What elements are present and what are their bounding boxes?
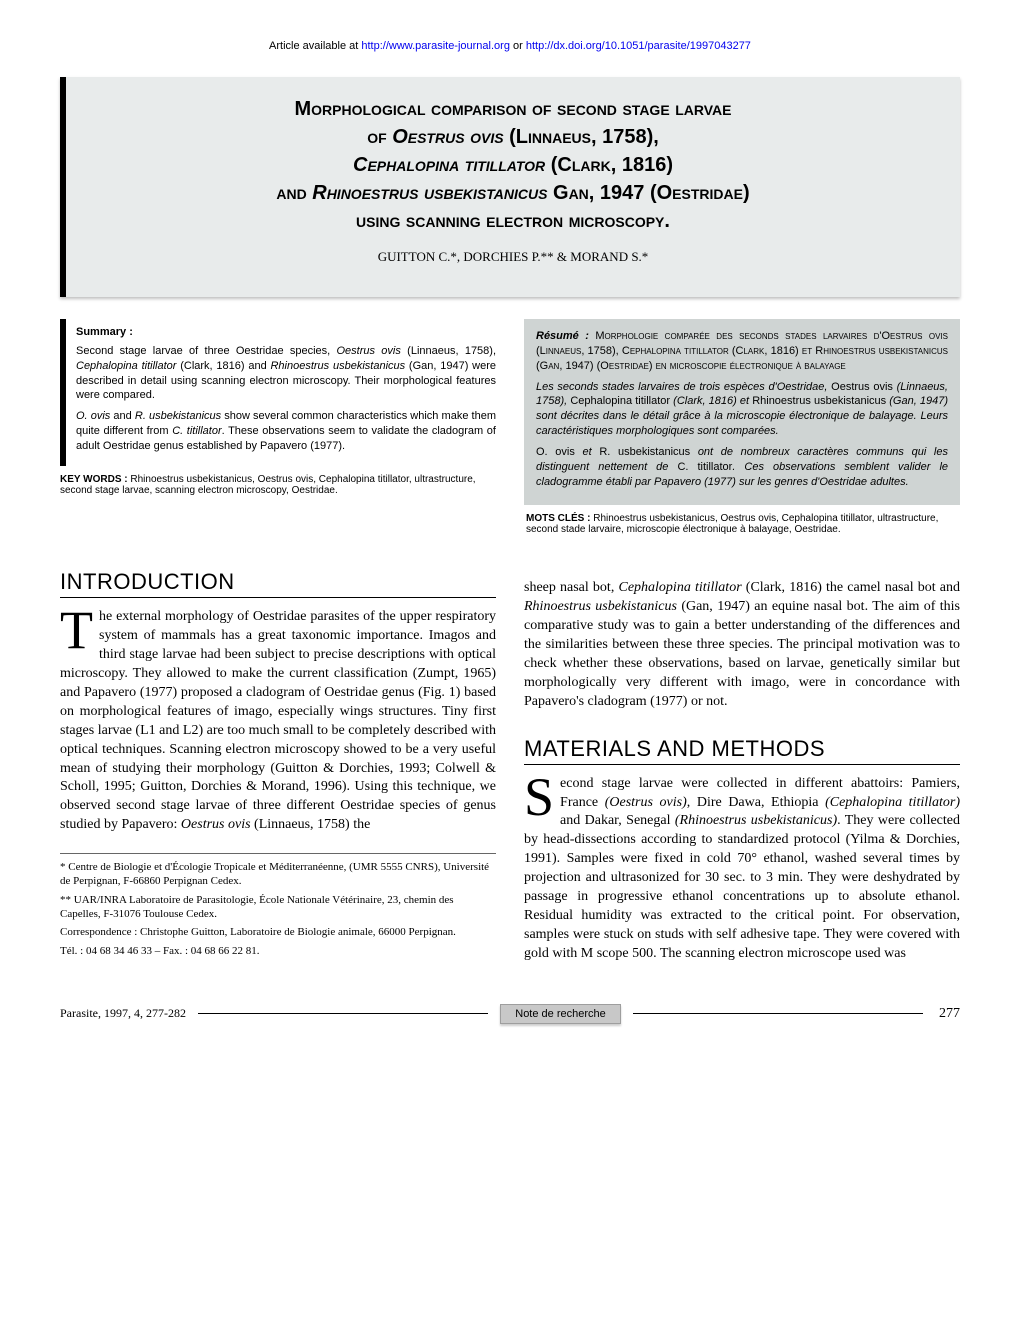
summary-p2: O. ovis and R. usbekistanicus show sever…	[76, 409, 496, 454]
mat-p1b: , Dire Dawa, Ethiopia	[687, 795, 825, 810]
title-species-2: Cephalopina titillator	[353, 154, 545, 176]
footnote-1: * Centre de Biologie et d'Écologie Tropi…	[60, 860, 496, 889]
author-line: GUITTON C.*, DORCHIES P.** & MORAND S.*	[90, 249, 936, 275]
intro-species-3: Rhinoestrus usbekistanicus	[524, 599, 677, 614]
keywords-label: KEY WORDS :	[60, 474, 130, 485]
journal-link[interactable]: http://www.parasite-journal.org	[361, 40, 510, 52]
top-links-joiner: or	[513, 40, 526, 52]
title-line-3b: (Clark, 1816)	[545, 154, 673, 176]
intro-species-1: Oestrus ovis	[181, 817, 251, 832]
mat-species-1: (Oestrus ovis)	[605, 795, 687, 810]
footnote-4: Tél. : 04 68 34 46 33 – Fax. : 04 68 66 …	[60, 944, 496, 958]
resume-heading: Résumé :	[536, 330, 595, 342]
mat-species-3: (Rhinoestrus usbekistanicus)	[675, 813, 837, 828]
page-footer: Parasite, 1997, 4, 277-282 Note de reche…	[60, 1004, 960, 1024]
dropcap-s: S	[524, 775, 560, 821]
article-availability-line: Article available at http://www.parasite…	[60, 40, 960, 52]
resume-p2: O. ovis et R. usbekistanicus ont de nomb…	[536, 445, 948, 490]
title-line-4c: Gan, 1947 (Oestridae)	[547, 182, 749, 204]
section-materials-methods: MATERIALS AND METHODS	[524, 736, 960, 765]
summary-box: Summary : Second stage larvae of three O…	[60, 319, 496, 466]
intro-p2c: (Gan, 1947) an equine nasal bot. The aim…	[524, 599, 960, 708]
resume-heading-line: Résumé : Morphologie comparée des second…	[536, 329, 948, 374]
mots-label: MOTS CLÉS :	[526, 513, 593, 524]
title-line-1: Morphological comparison of second stage…	[295, 98, 732, 120]
title-line-2a: of	[367, 126, 392, 148]
intro-text-left: The external morphology of Oestridae par…	[60, 608, 496, 835]
title-line-4a: and	[276, 182, 312, 204]
resume-p1: Les seconds stades larvaires de trois es…	[536, 380, 948, 439]
page-number: 277	[935, 1006, 960, 1022]
intro-text-right: sheep nasal bot, Cephalopina titillator …	[524, 579, 960, 711]
abstract-row: Summary : Second stage larvae of three O…	[60, 319, 960, 535]
intro-p2b: (Clark, 1816) the camel nasal bot and	[742, 580, 960, 595]
title-block: Morphological comparison of second stage…	[60, 77, 960, 297]
footnote-3: Correspondence : Christophe Guitton, Lab…	[60, 925, 496, 939]
keywords-block: KEY WORDS : Rhinoestrus usbekistanicus, …	[60, 474, 496, 496]
resume-subtitle: Morphologie comparée des seconds stades …	[536, 330, 948, 372]
summary-heading: Summary :	[76, 325, 496, 340]
resume-box: Résumé : Morphologie comparée des second…	[524, 319, 960, 505]
section-introduction: INTRODUCTION	[60, 569, 496, 598]
mots-cles-block: MOTS CLÉS : Rhinoestrus usbekistanicus, …	[524, 513, 960, 535]
footnotes: * Centre de Biologie et d'Écologie Tropi…	[60, 853, 496, 958]
title-line-2c: (Linnaeus, 1758),	[504, 126, 659, 148]
dropcap-t: T	[60, 608, 99, 654]
mat-p1d: . They were collected by head-dissection…	[524, 813, 960, 960]
title-line-5: using scanning electron microscopy.	[356, 210, 670, 232]
intro-species-2: Cephalopina titillator	[618, 580, 741, 595]
intro-p1a: (Linnaeus, 1758) the	[251, 817, 371, 832]
article-title: Morphological comparison of second stage…	[90, 95, 936, 235]
footer-badge: Note de recherche	[500, 1004, 621, 1024]
title-species-1: Oestrus ovis	[392, 126, 503, 148]
footer-citation: Parasite, 1997, 4, 277-282	[60, 1006, 186, 1021]
body-columns: INTRODUCTION The external morphology of …	[60, 545, 960, 963]
mat-species-2: (Cephalopina titillator)	[825, 795, 960, 810]
intro-p2a: sheep nasal bot,	[524, 580, 618, 595]
footer-line-left	[198, 1013, 488, 1014]
summary-p1: Second stage larvae of three Oestridae s…	[76, 344, 496, 403]
footer-line-right	[633, 1013, 923, 1014]
intro-p1: he external morphology of Oestridae para…	[60, 609, 496, 832]
title-species-3: Rhinoestrus usbekistanicus	[312, 182, 547, 204]
footnote-2: ** UAR/INRA Laboratoire de Parasitologie…	[60, 893, 496, 922]
doi-link[interactable]: http://dx.doi.org/10.1051/parasite/19970…	[526, 40, 751, 52]
mat-p1c: and Dakar, Senegal	[560, 813, 675, 828]
materials-text: Second stage larvae were collected in di…	[524, 775, 960, 964]
top-links-prefix: Article available at	[269, 40, 361, 52]
